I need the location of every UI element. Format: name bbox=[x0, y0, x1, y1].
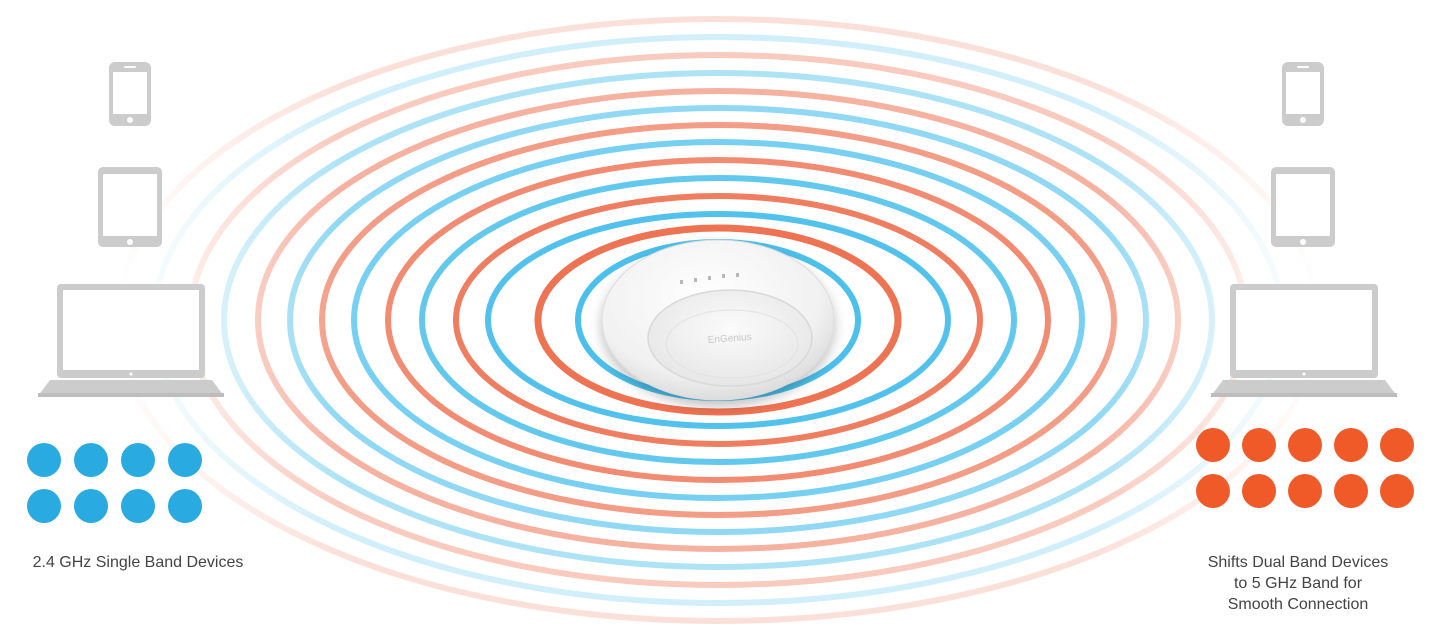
device-dot bbox=[168, 443, 202, 477]
left-tablet-icon bbox=[98, 167, 162, 247]
signal-ring bbox=[453, 193, 983, 447]
signal-ring bbox=[351, 139, 1085, 501]
device-dot bbox=[1288, 428, 1322, 462]
device-dot bbox=[1196, 474, 1230, 508]
device-dot bbox=[1380, 474, 1414, 508]
device-dot bbox=[1242, 428, 1276, 462]
device-dot bbox=[121, 443, 155, 477]
dual-band-caption: Shifts Dual Band Devices to 5 GHz Band f… bbox=[1160, 552, 1436, 615]
dual-band-caption-line: Shifts Dual Band Devices bbox=[1207, 554, 1389, 571]
left-laptop-icon bbox=[38, 284, 224, 397]
device-dot bbox=[74, 443, 108, 477]
signal-ring bbox=[419, 175, 1017, 465]
device-dot bbox=[168, 489, 202, 523]
device-dot bbox=[1288, 474, 1322, 508]
device-dot bbox=[1334, 474, 1368, 508]
dual-band-caption-line: Smooth Connection bbox=[1227, 596, 1369, 613]
device-dot bbox=[1196, 428, 1230, 462]
device-dot bbox=[27, 489, 61, 523]
dual-band-caption-line: to 5 GHz Band for bbox=[1233, 575, 1363, 592]
device-dot bbox=[1334, 428, 1368, 462]
single-band-caption: 2.4 GHz Single Band Devices bbox=[32, 554, 244, 571]
right-laptop-icon bbox=[1211, 284, 1397, 397]
device-dot bbox=[74, 489, 108, 523]
device-dot bbox=[121, 489, 155, 523]
signal-ring bbox=[485, 211, 951, 429]
device-dot bbox=[27, 443, 61, 477]
right-smartphone-icon bbox=[1282, 62, 1324, 126]
right-tablet-icon bbox=[1271, 167, 1335, 247]
signal-ring bbox=[385, 157, 1051, 483]
left-smartphone-icon bbox=[109, 62, 151, 126]
access-point-logo: EnGenius bbox=[707, 332, 752, 346]
access-point-device: EnGenius bbox=[601, 239, 835, 401]
signal-ring bbox=[534, 224, 902, 416]
device-dot bbox=[1242, 474, 1276, 508]
device-dot bbox=[1380, 428, 1414, 462]
